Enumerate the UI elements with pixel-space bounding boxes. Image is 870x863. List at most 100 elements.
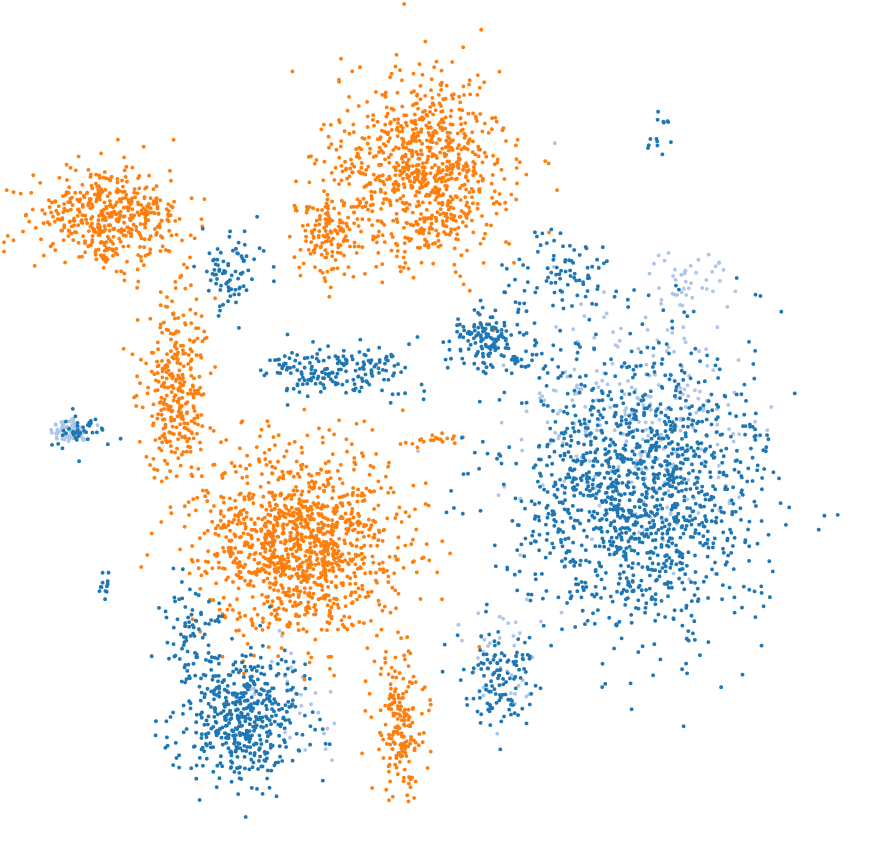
scatter-point [518, 160, 522, 164]
scatter-point [193, 236, 197, 240]
scatter-point [404, 209, 408, 213]
scatter-point [106, 194, 110, 198]
scatter-point [676, 503, 680, 507]
scatter-point [379, 708, 383, 712]
scatter-point [569, 455, 573, 459]
scatter-point [310, 551, 314, 555]
scatter-point [620, 419, 624, 423]
scatter-point [697, 408, 701, 412]
scatter-point [217, 566, 221, 570]
scatter-point [144, 254, 148, 258]
scatter-point [427, 131, 431, 135]
scatter-point [607, 616, 611, 620]
scatter-point [382, 223, 386, 227]
scatter-point [413, 113, 417, 117]
scatter-point [370, 786, 374, 790]
scatter-point [528, 636, 532, 640]
scatter-point [325, 202, 329, 206]
scatter-point [675, 515, 679, 519]
scatter-point [328, 569, 332, 573]
scatter-point [313, 538, 317, 542]
scatter-point [570, 594, 574, 598]
scatter-point [294, 614, 298, 618]
scatter-point [387, 140, 391, 144]
scatter-point [687, 286, 691, 290]
scatter-point [710, 408, 714, 412]
scatter-point [450, 93, 454, 97]
scatter-point [266, 595, 270, 599]
scatter-point [103, 201, 107, 205]
scatter-point [340, 179, 344, 183]
scatter-point [49, 428, 53, 432]
scatter-point [602, 407, 606, 411]
scatter-point [383, 656, 387, 660]
scatter-point [392, 740, 396, 744]
scatter-point [588, 459, 592, 463]
scatter-point [255, 445, 259, 449]
scatter-point [61, 422, 65, 426]
scatter-point [339, 559, 343, 563]
scatter-point [194, 509, 198, 513]
scatter-point [271, 539, 275, 543]
scatter-point [604, 500, 608, 504]
scatter-point [268, 581, 272, 585]
scatter-point [457, 156, 461, 160]
scatter-point [823, 514, 827, 518]
scatter-point [313, 503, 317, 507]
scatter-point [642, 478, 646, 482]
scatter-point [77, 200, 81, 204]
scatter-point [660, 497, 664, 501]
scatter-point [476, 202, 480, 206]
scatter-point [552, 524, 556, 528]
scatter-point [660, 507, 664, 511]
scatter-point [289, 651, 293, 655]
scatter-point [553, 431, 557, 435]
scatter-point [441, 97, 445, 101]
scatter-point [651, 673, 655, 677]
scatter-point [344, 168, 348, 172]
scatter-point [97, 214, 101, 218]
scatter-point [247, 556, 251, 560]
scatter-point [42, 221, 46, 225]
scatter-point [147, 237, 151, 241]
scatter-point [318, 486, 322, 490]
scatter-point [88, 197, 92, 201]
scatter-point [306, 600, 310, 604]
scatter-point [162, 427, 166, 431]
scatter-point [353, 241, 357, 245]
scatter-point [295, 460, 299, 464]
scatter-point [725, 474, 729, 478]
scatter-point [452, 263, 456, 267]
scatter-point [215, 554, 219, 558]
scatter-point [313, 251, 317, 255]
scatter-point [378, 731, 382, 735]
scatter-point [262, 568, 266, 572]
scatter-point [324, 279, 328, 283]
scatter-point [368, 151, 372, 155]
scatter-point [430, 155, 434, 159]
scatter-point [525, 598, 529, 602]
scatter-point [419, 84, 423, 88]
scatter-point [190, 544, 194, 548]
scatter-point [594, 568, 598, 572]
scatter-point [638, 540, 642, 544]
scatter-point [398, 701, 402, 705]
scatter-point [620, 531, 624, 535]
scatter-point [133, 187, 137, 191]
scatter-point [393, 690, 397, 694]
scatter-point [674, 278, 678, 282]
scatter-point [458, 172, 462, 176]
scatter-point [679, 407, 683, 411]
scatter-point [214, 532, 218, 536]
scatter-point [561, 458, 565, 462]
scatter-point [568, 476, 572, 480]
scatter-point [534, 577, 538, 581]
scatter-point [99, 152, 103, 156]
scatter-point [363, 556, 367, 560]
scatter-point [152, 457, 156, 461]
scatter-point [690, 404, 694, 408]
scatter-point [331, 566, 335, 570]
scatter-point [198, 536, 202, 540]
scatter-point [71, 203, 75, 207]
scatter-point [653, 473, 657, 477]
